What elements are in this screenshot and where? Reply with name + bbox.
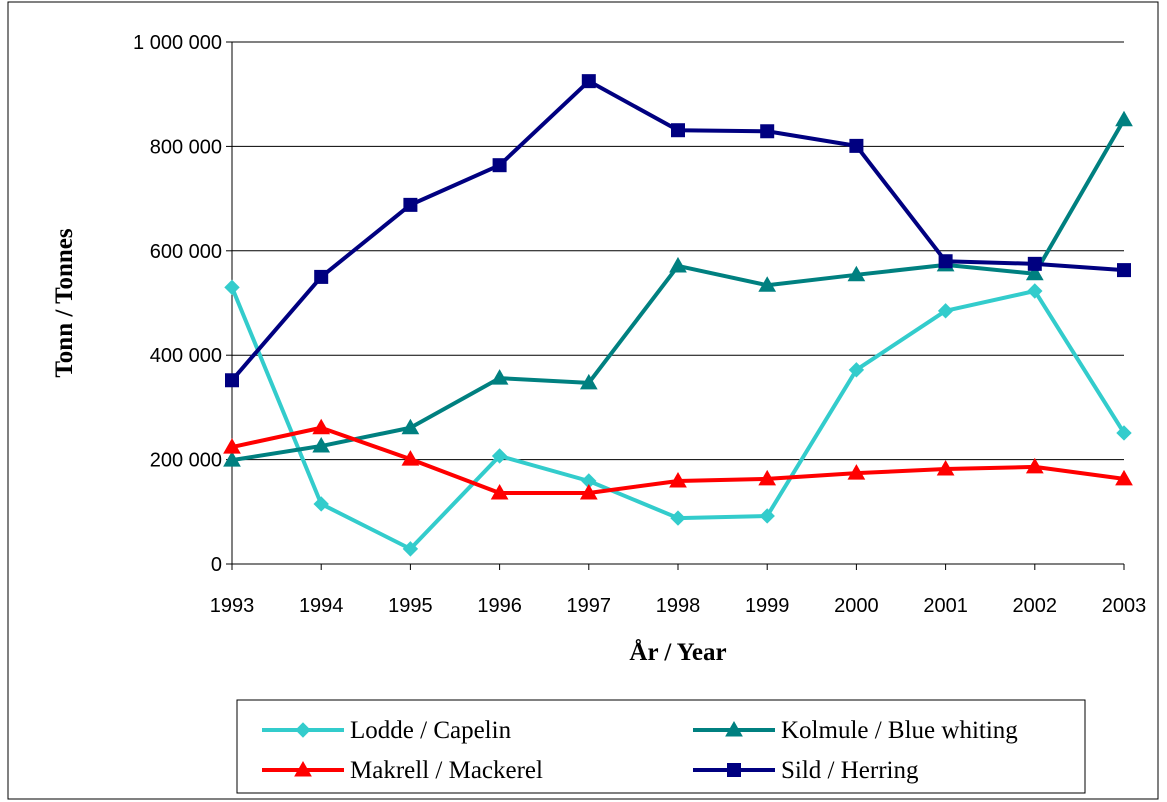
legend-marker [295,722,311,738]
point [758,469,777,486]
x-tick-label: 1997 [567,595,612,617]
point [402,541,419,557]
point [759,508,775,524]
y-tick-label: 600 000 [150,241,222,263]
x-tick-label: 1998 [656,595,701,617]
point [936,459,955,476]
legend-label: Sild / Herring [781,757,919,784]
x-tick-label: 2002 [1013,595,1058,617]
point [490,369,509,385]
y-tick-label: 0 [211,554,222,576]
point [312,418,331,435]
point [581,74,596,89]
point [491,448,508,464]
x-axis-title: År / Year [629,638,726,666]
point [758,276,777,292]
legend-marker [725,720,743,737]
point [403,197,418,212]
chart-frame [7,1,1159,800]
point [669,256,687,273]
x-tick-label: 2003 [1102,595,1147,617]
point [490,484,509,500]
y-tick-label: 800 000 [150,136,222,158]
point [1027,283,1043,299]
y-axis-title: Tonn / Tonnes [51,228,78,377]
point [669,471,687,488]
point [225,373,239,388]
point [671,123,685,138]
x-tick-label: 1995 [388,595,433,617]
point [579,373,598,390]
point [579,484,598,500]
point [1115,110,1133,127]
y-tick-label: 1 000 000 [133,32,222,54]
point [847,464,866,480]
point [1117,263,1131,278]
point [1025,457,1044,474]
point [938,254,953,269]
point [313,496,329,512]
point [1116,425,1132,441]
x-tick-label: 1999 [745,595,790,617]
x-tick-label: 2001 [923,595,968,617]
point [849,138,864,153]
legend-marker [294,760,312,777]
point [848,362,865,378]
series-line [230,286,1126,551]
point [224,279,240,296]
x-tick-label: 1993 [210,595,255,617]
point [1115,469,1133,486]
legend-label: Lodde / Capelin [350,717,512,744]
point [312,437,331,453]
point [1025,264,1044,281]
point [223,451,241,467]
point [670,510,686,526]
x-tick-label: 1994 [299,595,344,617]
y-tick-label: 200 000 [150,450,222,472]
point [401,450,420,466]
point [223,438,241,454]
point [937,303,954,319]
legend-box [236,699,1086,794]
x-tick-label: 2000 [834,595,879,617]
point [401,418,420,435]
legend-label: Kolmule / Blue whiting [781,717,1018,744]
legend-marker [727,763,741,777]
point [314,269,329,284]
x-tick-label: 1996 [477,595,522,617]
point [847,265,866,282]
legend-label: Makrell / Mackerel [350,757,543,784]
point [492,158,507,173]
series-line [231,118,1126,463]
point [1027,256,1042,271]
point [760,124,775,139]
y-tick-label: 400 000 [150,345,222,367]
